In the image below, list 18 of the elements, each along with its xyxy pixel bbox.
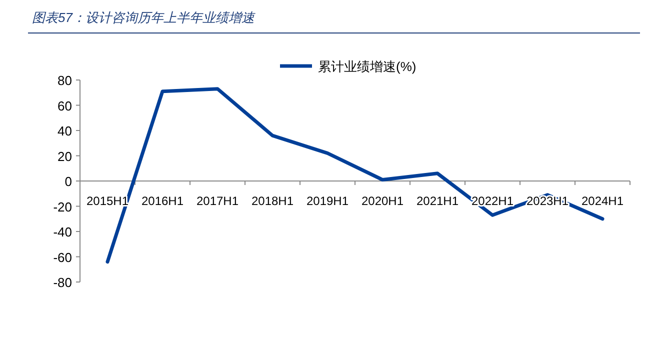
x-tick-label: 2021H1 <box>416 194 459 208</box>
x-tick-label: 2017H1 <box>196 194 239 208</box>
y-tick-label: 40 <box>58 124 72 138</box>
x-tick-label: 2019H1 <box>306 194 349 208</box>
x-tick-label: 2020H1 <box>361 194 404 208</box>
x-tick-label: 2024H1 <box>581 194 624 208</box>
y-tick-label: -40 <box>53 224 72 240</box>
y-tick-label: 60 <box>58 98 72 114</box>
y-tick-label: -20 <box>53 199 72 214</box>
x-tick-label: 2016H1 <box>141 194 184 208</box>
y-tick-label: 0 <box>64 174 72 189</box>
y-tick-label: 80 <box>58 73 72 88</box>
legend-label: 累计业绩增速(%) <box>318 59 416 74</box>
x-tick-label: 2018H1 <box>251 194 294 208</box>
y-tick-label: 20 <box>58 148 72 164</box>
y-tick-label: -60 <box>53 250 72 265</box>
title: 图表57：设计咨询历年上半年业绩增速 <box>32 10 254 25</box>
y-tick-label: -80 <box>53 275 72 290</box>
